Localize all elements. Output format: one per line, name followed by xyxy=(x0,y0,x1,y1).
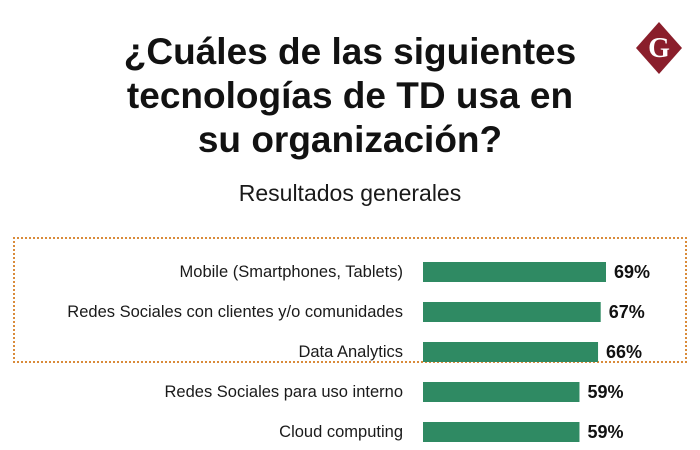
bar xyxy=(423,262,606,282)
category-label: Redes Sociales para uso interno xyxy=(165,383,403,401)
category-label: Mobile (Smartphones, Tablets) xyxy=(180,263,403,281)
logo-diamond xyxy=(636,22,682,74)
chart-title: ¿Cuáles de las siguientes tecnologías de… xyxy=(0,30,700,162)
value-label: 66% xyxy=(606,342,642,362)
value-label: 69% xyxy=(614,262,650,282)
bar xyxy=(423,342,599,362)
value-label: 67% xyxy=(609,302,645,322)
category-label: Redes Sociales con clientes y/o comunida… xyxy=(67,303,403,321)
logo-letter: G xyxy=(648,33,670,64)
category-label: Cloud computing xyxy=(279,423,403,441)
value-label: 59% xyxy=(587,382,623,402)
chart-subtitle: Resultados generales xyxy=(238,180,462,206)
chart-title-line-1: ¿Cuáles de las siguientes xyxy=(123,31,577,72)
brand-logo: G xyxy=(636,22,682,74)
highlight-box xyxy=(13,237,687,363)
bar xyxy=(423,382,580,402)
bar xyxy=(423,302,601,322)
category-label: Data Analytics xyxy=(298,343,403,361)
value-label: 59% xyxy=(587,422,623,442)
chart-title-line-2: tecnologías de TD usa en xyxy=(126,75,574,116)
bar xyxy=(423,422,580,442)
chart-title-line-3: su organización? xyxy=(197,119,503,160)
